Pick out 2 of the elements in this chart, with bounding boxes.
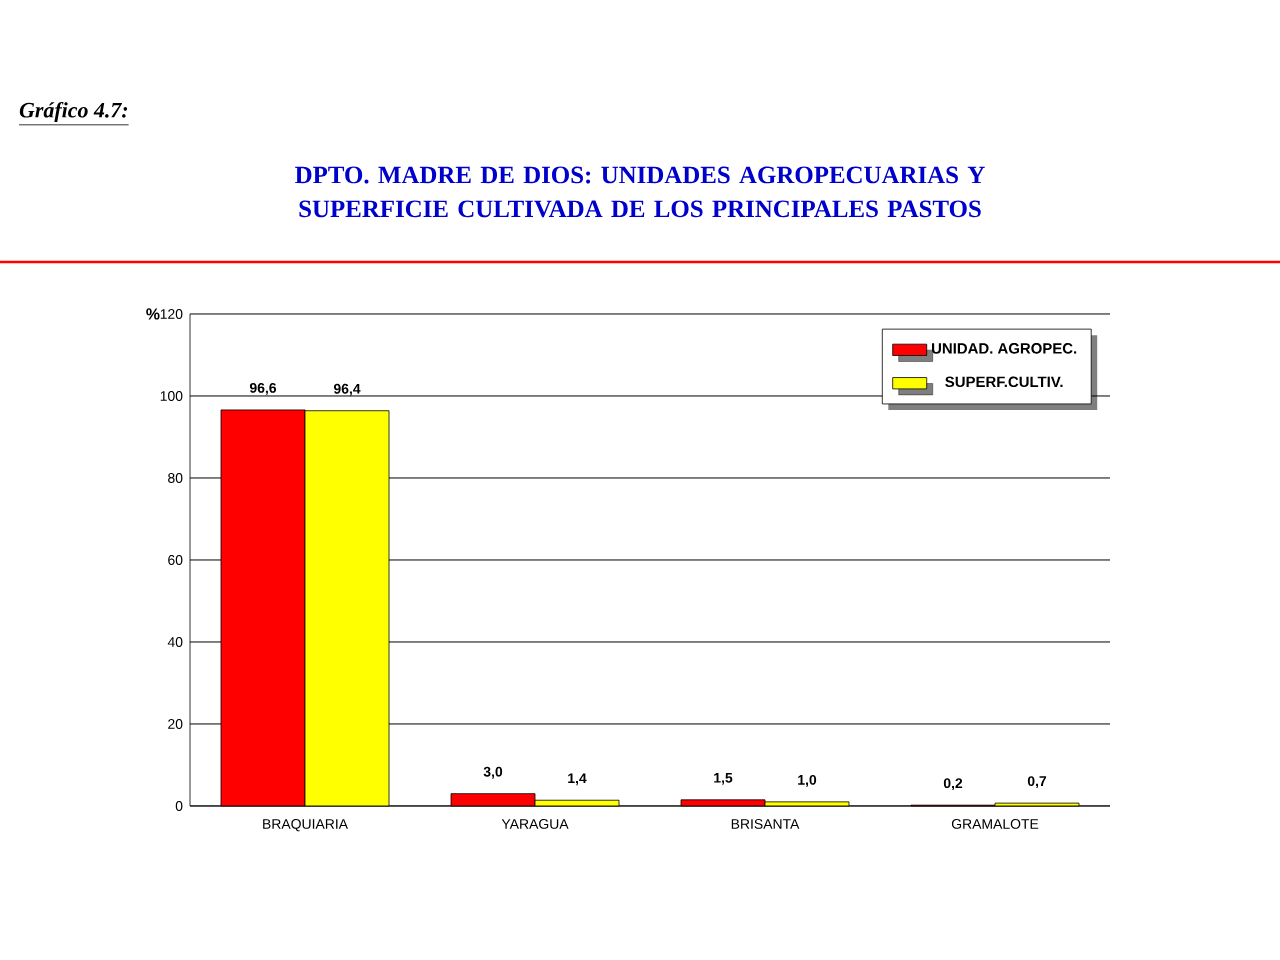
text: Gráfico 4.7: <box>19 101 128 123</box>
chart-title: DPTO. MADRE DE DIOS: UNIDADES AGROPECUARIAS Y SUPERFICIE CULTIVADA DE LOS PRINCIPALES PASTOS <box>295 166 985 218</box>
